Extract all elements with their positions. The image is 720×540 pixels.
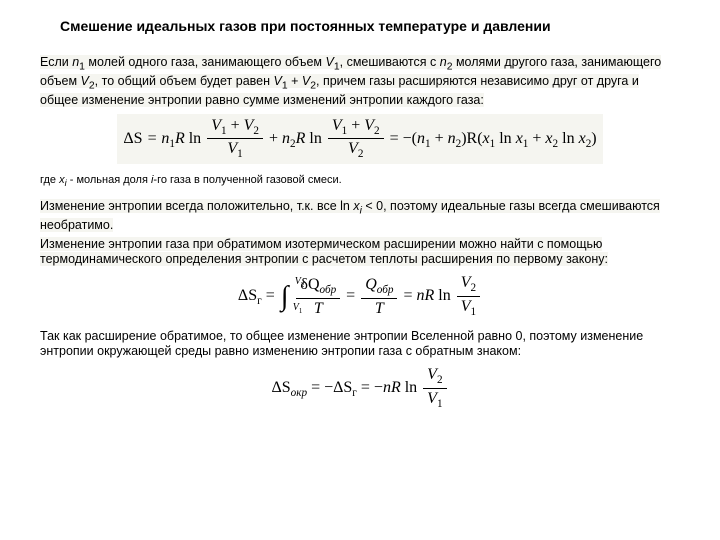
equation-1: ΔS = n1R ln V1 + V2 V1 + n2R ln V1 + V2 … <box>40 114 680 164</box>
var-V2b: V <box>302 74 310 88</box>
n: n <box>282 130 290 147</box>
text: Если <box>40 55 72 69</box>
para-irreversible: Изменение энтропии всегда положительно, … <box>40 199 680 233</box>
integral: V2 ∫ V1 <box>281 280 289 314</box>
frac-V: V2 V1 <box>457 273 480 319</box>
text: , смешиваются с <box>340 55 440 69</box>
R: R <box>296 130 306 147</box>
R: R <box>175 130 185 147</box>
footnote-xi: где xi - мольная доля i-го газа в получе… <box>40 174 680 189</box>
text: + <box>288 74 302 88</box>
var-V1b: V <box>273 74 281 88</box>
intro-paragraph: Если n1 молей одного газа, занимающего о… <box>40 55 680 108</box>
delta-s: ΔS <box>123 130 142 147</box>
slide-title: Смешение идеальных газов при постоянных … <box>60 18 680 35</box>
n: n <box>448 130 456 147</box>
plus: + <box>269 130 282 147</box>
equation-3: ΔSокр = −ΔSг = −nR ln V2 V1 <box>40 365 680 411</box>
eq: = <box>143 130 162 147</box>
frac-1: V1 + V2 V1 <box>207 116 263 162</box>
ln: ln <box>185 130 201 147</box>
n: n <box>417 130 425 147</box>
ln: ln <box>305 130 321 147</box>
eq: = −( <box>390 130 417 147</box>
text: , то общий объем будет равен <box>95 74 274 88</box>
para-expansion: Изменение энтропии газа при обратимом из… <box>40 237 680 267</box>
text: молей одного газа, занимающего объем <box>85 55 326 69</box>
var-n2: n <box>440 55 447 69</box>
frac-Q: Qобр T <box>361 275 397 318</box>
frac-V: V2 V1 <box>423 365 446 411</box>
frac-2: V1 + V2 V2 <box>328 116 384 162</box>
var-V2: V <box>81 74 89 88</box>
equation-2: ΔSг = V2 ∫ V1 δQобр T = Qобр T = nR ln V… <box>40 273 680 319</box>
var-V1: V <box>325 55 333 69</box>
para-universe: Так как расширение обратимое, то общее и… <box>40 329 680 359</box>
